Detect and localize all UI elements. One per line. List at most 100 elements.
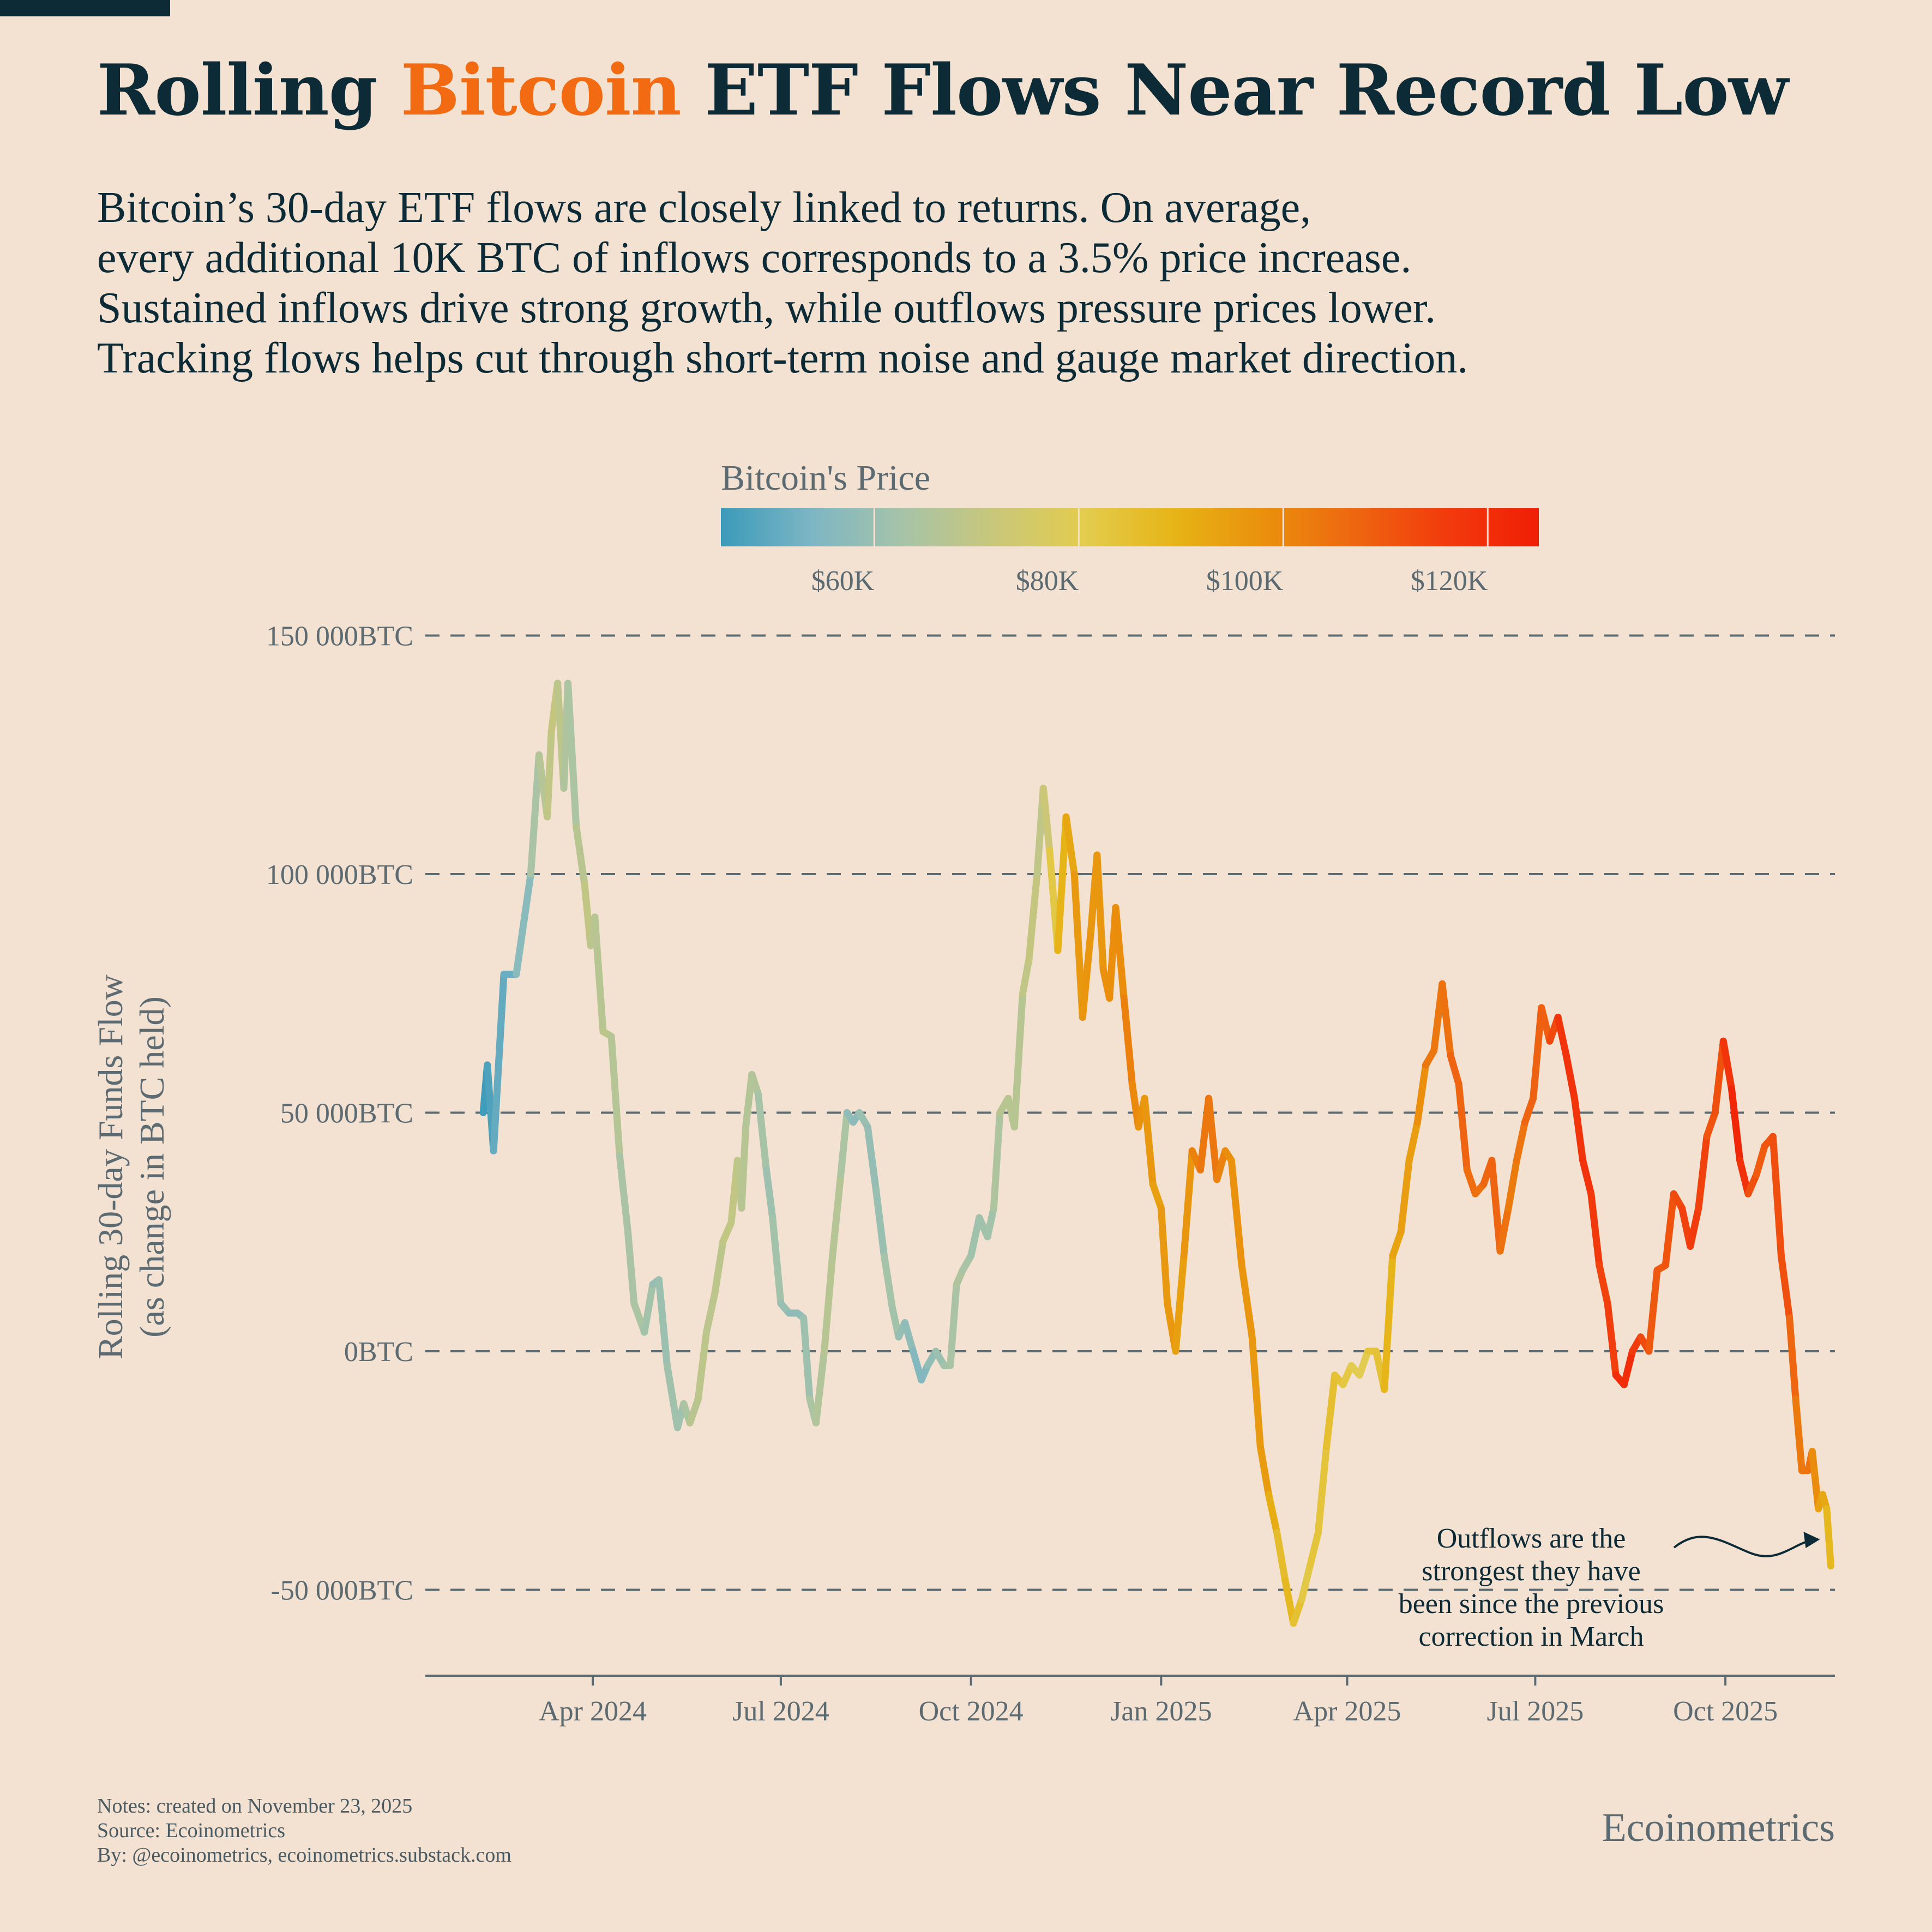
y-tick-label: 100 000BTC: [266, 859, 413, 890]
flow-line-segment: [564, 679, 580, 830]
flow-line-segment: [1488, 1157, 1504, 1255]
flow-line-segment: [1054, 813, 1070, 954]
flow-line-segment: [1596, 1262, 1611, 1307]
flow-line-segment: [1180, 1147, 1196, 1260]
flow-line-segment: [1093, 851, 1107, 973]
legend-tick-label: $60K: [811, 565, 875, 597]
flow-line-segment: [800, 1314, 814, 1403]
flow-line-segment: [1413, 1061, 1430, 1126]
annotation-line: been since the previous: [1399, 1588, 1664, 1620]
flow-line-segment: [1070, 870, 1086, 1021]
flow-line-segment: [655, 1276, 671, 1369]
flow-line-segment: [1025, 870, 1041, 964]
legend-title: Bitcoin's Price: [721, 458, 930, 498]
flow-line-segment: [1112, 904, 1128, 1002]
flow-line-segment: [711, 1238, 727, 1298]
x-tick-label: Oct 2025: [1673, 1696, 1778, 1727]
flow-line-segment: [607, 1033, 623, 1159]
legend-tick-label: $120K: [1411, 565, 1488, 597]
flow-line-segment: [1298, 1562, 1314, 1603]
subtitle-line: Tracking flows helps cut through short-t…: [97, 334, 1468, 382]
brand-logo-text: Ecoinometrics: [1602, 1805, 1835, 1850]
flow-line-segment: [1579, 1157, 1595, 1197]
flow-line-segment: [1265, 1491, 1281, 1536]
subtitle-line: Bitcoin’s 30-day ETF flows are closely l…: [97, 184, 1311, 232]
flow-line-segment: [686, 1395, 702, 1427]
flow-line-segment: [490, 971, 508, 1154]
flow-line-segment: [1039, 785, 1054, 854]
flow-line-segment: [1587, 1190, 1603, 1269]
flow-line-segment: [573, 823, 588, 887]
flow-line-segment: [544, 727, 555, 821]
flow-line-segment: [1662, 1190, 1677, 1269]
flow-line-segment: [1157, 1205, 1171, 1307]
flow-line-segment: [1513, 1118, 1528, 1164]
y-axis-label-line: (as change in BTC held): [133, 996, 171, 1338]
flow-line-segment: [1227, 1157, 1245, 1269]
flow-line-segment: [1719, 1037, 1735, 1093]
flow-line-segment: [1695, 1133, 1711, 1212]
flow-line-segment: [1256, 1443, 1272, 1498]
flow-line-segment: [1554, 1014, 1570, 1059]
flow-line-segment: [1172, 1252, 1188, 1355]
flow-line-segment: [1753, 1142, 1768, 1178]
flow-line-segment: [947, 1281, 960, 1369]
flow-line-segment: [1447, 1052, 1462, 1088]
flow-line-segment: [990, 1109, 1004, 1212]
subtitle-line: Sustained inflows drive strong growth, w…: [97, 284, 1436, 332]
flow-line-segment: [591, 913, 607, 1036]
y-tick-label: 150 000BTC: [266, 621, 413, 652]
flow-line-segment: [1306, 1529, 1322, 1570]
flow-line-segment: [738, 1123, 749, 1212]
page-subtitle: Bitcoin’s 30-day ETF flows are closely l…: [97, 183, 1842, 383]
footer-source: Source: Ecoinometrics: [97, 1819, 286, 1842]
annotation-line: correction in March: [1419, 1621, 1644, 1652]
corner-accent-bar: [0, 0, 170, 16]
flow-line-segment: [1703, 1109, 1719, 1140]
flow-line-segment: [1149, 1181, 1165, 1212]
title-accent: Bitcoin: [400, 50, 682, 131]
flow-line-segment: [1463, 1166, 1479, 1197]
flow-line-segment: [1405, 1118, 1421, 1164]
flow-line-segment: [1496, 1205, 1512, 1255]
flow-line-segment: [616, 1152, 631, 1236]
flow-line-segment: [663, 1362, 681, 1431]
flow-line-segment: [821, 1252, 836, 1355]
annotation-line: strongest they have: [1422, 1556, 1640, 1587]
flow-line-segment: [694, 1328, 710, 1403]
price-legend: Bitcoin's Price $60K $80K $100K $120K: [721, 458, 1539, 597]
flow-line-segment: [1808, 1448, 1822, 1513]
x-tick-label: Jul 2025: [1487, 1696, 1584, 1727]
flow-line-segment: [513, 870, 534, 978]
flow-line-segment: [1769, 1133, 1785, 1260]
title-pre: Rolling: [97, 50, 401, 131]
flow-line-segment: [1281, 1576, 1297, 1627]
y-tick-label: 0BTC: [344, 1337, 413, 1368]
flow-line-segment: [1562, 1052, 1578, 1102]
flow-line-segment: [1019, 956, 1033, 997]
legend-tick-label: $100K: [1206, 565, 1284, 597]
flow-line-segment: [1823, 1505, 1834, 1570]
flow-line-segment: [829, 1171, 845, 1260]
flow-line-segment: [864, 1123, 880, 1193]
flow-line-segment: [1521, 1094, 1537, 1126]
flow-line-segment: [702, 1290, 719, 1336]
flow-line-segment: [641, 1281, 657, 1336]
x-tick-label: Apr 2025: [1293, 1696, 1401, 1727]
flow-line-segment: [1381, 1252, 1397, 1393]
flow-line-segment: [1455, 1080, 1471, 1173]
flow-line-segment: [1248, 1333, 1264, 1450]
x-tick-label: Oct 2024: [919, 1696, 1024, 1727]
flow-line-segment: [742, 1071, 756, 1131]
x-tick-label: Jul 2024: [732, 1696, 829, 1727]
flow-line-segment: [1645, 1266, 1661, 1355]
flow-line-segment: [1323, 1371, 1339, 1450]
flow-line-segment: [967, 1214, 983, 1260]
flow-line-segment: [1079, 928, 1094, 1021]
flow-line-segment: [984, 1205, 997, 1241]
flow-line-segment: [1213, 1147, 1229, 1183]
grid-lines: [425, 634, 1835, 1591]
footer-notes: Notes: created on November 23, 2025 Sour…: [97, 1794, 511, 1868]
flow-line-segment: [1389, 1228, 1405, 1260]
flow-line-segment: [812, 1347, 828, 1427]
